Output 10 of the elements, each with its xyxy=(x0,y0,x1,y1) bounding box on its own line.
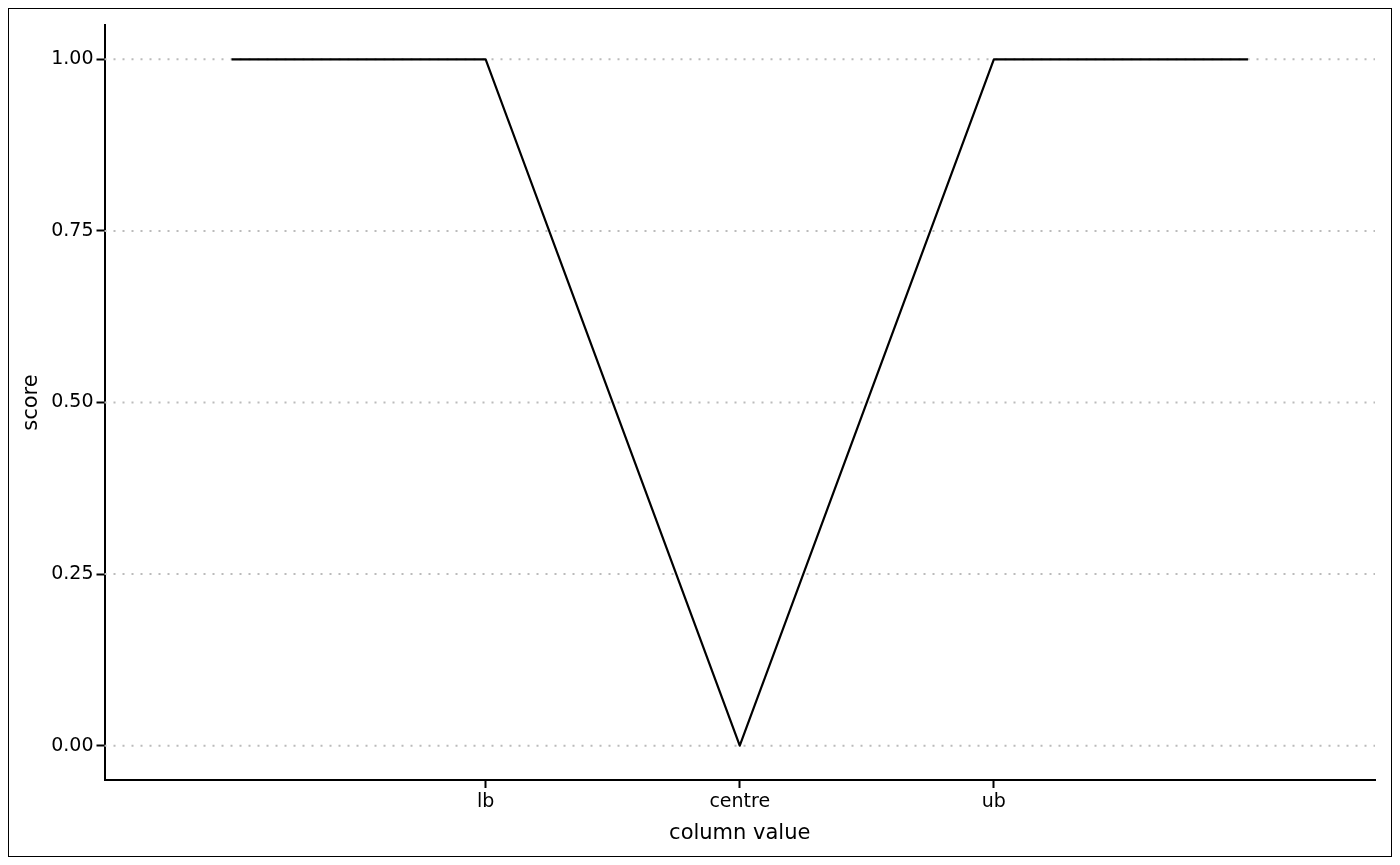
y-tick-label: 1.00 xyxy=(51,46,94,69)
x-axis-title: column value xyxy=(669,819,811,844)
y-tick-label: 0.25 xyxy=(51,561,94,584)
x-tick-label: ub xyxy=(981,789,1006,812)
x-tick-label: centre xyxy=(709,789,771,812)
y-tick-label: 0.50 xyxy=(51,389,94,412)
y-tick-label: 0.75 xyxy=(51,217,94,240)
y-axis-title: score xyxy=(18,374,43,431)
y-tick-label: 0.00 xyxy=(51,732,94,755)
x-tick-label: lb xyxy=(476,789,495,812)
